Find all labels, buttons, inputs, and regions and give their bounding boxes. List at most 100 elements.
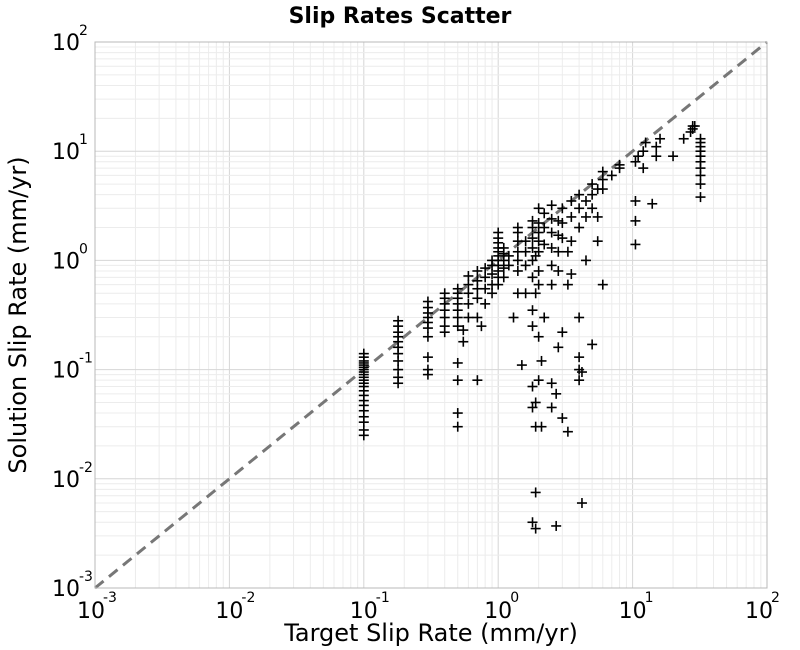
data-point [422,331,433,342]
data-point [553,342,564,353]
data-point [520,246,531,257]
x-tick-label: 10 [619,599,647,624]
data-point [546,378,557,389]
data-point [536,355,547,366]
data-point [574,312,585,323]
data-point [458,336,469,347]
data-point [439,321,450,332]
data-point [533,331,544,342]
data-point [463,270,474,281]
data-point [476,321,487,332]
data-point [695,179,706,190]
y-tick-exponent: 2 [79,23,88,39]
data-point [566,211,577,222]
data-point [520,260,531,271]
data-point [458,325,469,336]
y-tick-exponent: 1 [79,132,88,148]
data-point [574,189,585,200]
data-point [452,321,463,332]
data-point [422,296,433,307]
data-point [533,265,544,276]
data-point [587,189,598,200]
data-point [630,195,641,206]
x-tick-exponent: 2 [771,590,780,606]
data-point [503,250,514,261]
x-tick-exponent: 1 [645,590,654,606]
x-tick-label: 10 [77,599,105,624]
data-point [536,421,547,432]
x-tick-label: 10 [350,599,378,624]
data-point [668,151,679,162]
data-point [533,203,544,214]
data-point [472,265,483,276]
data-point [592,236,603,247]
data-point [527,233,538,244]
data-point [493,227,504,238]
data-point [562,246,573,257]
data-point [539,312,550,323]
data-point [574,203,585,214]
data-point [512,255,523,266]
data-point [530,523,541,534]
data-point [422,364,433,375]
data-point [530,487,541,498]
data-point [452,375,463,386]
data-point [527,517,538,528]
data-point [527,272,538,283]
data-point [566,269,577,280]
data-point [463,288,474,299]
x-tick-label: 10 [745,599,773,624]
data-point [439,288,450,299]
data-point [527,321,538,332]
plot-frame [94,41,768,589]
data-point [557,233,568,244]
data-point [630,215,641,226]
data-point [527,305,538,316]
data-point [580,195,591,206]
data-point [520,236,531,247]
chart-title: Slip Rates Scatter [289,4,512,29]
data-point [557,327,568,338]
data-point [533,375,544,386]
data-point [574,222,585,233]
data-point [580,211,591,222]
data-point [562,426,573,437]
data-point [651,141,662,152]
data-point [597,166,608,177]
data-point [527,381,538,392]
data-point [530,397,541,408]
data-point [566,236,577,247]
x-tick-exponent: 0 [510,590,519,606]
data-point [546,402,557,413]
data-point [533,279,544,290]
data-point [498,242,509,253]
data-point [512,222,523,233]
data-point [557,218,568,229]
data-point [551,388,562,399]
y-tick-label: 10 [52,577,80,602]
data-point [546,213,557,224]
x-tick-label: 10 [215,599,243,624]
y-tick-exponent: -3 [79,569,93,585]
data-point [638,146,649,157]
data-point [539,239,550,250]
data-point [472,312,483,323]
data-point [463,279,474,290]
data-point [562,279,573,290]
data-point [533,246,544,257]
data-point [472,375,483,386]
data-point [480,272,491,283]
data-point [557,203,568,214]
y-tick-label: 10 [52,31,80,56]
data-point [553,265,564,276]
data-point [452,408,463,419]
data-point [527,215,538,226]
data-point [393,315,404,326]
data-point [422,352,433,363]
data-point [512,265,523,276]
data-point [651,151,662,162]
y-tick-exponent: 0 [79,241,88,257]
data-point [546,227,557,238]
x-tick-exponent: -3 [103,590,117,606]
